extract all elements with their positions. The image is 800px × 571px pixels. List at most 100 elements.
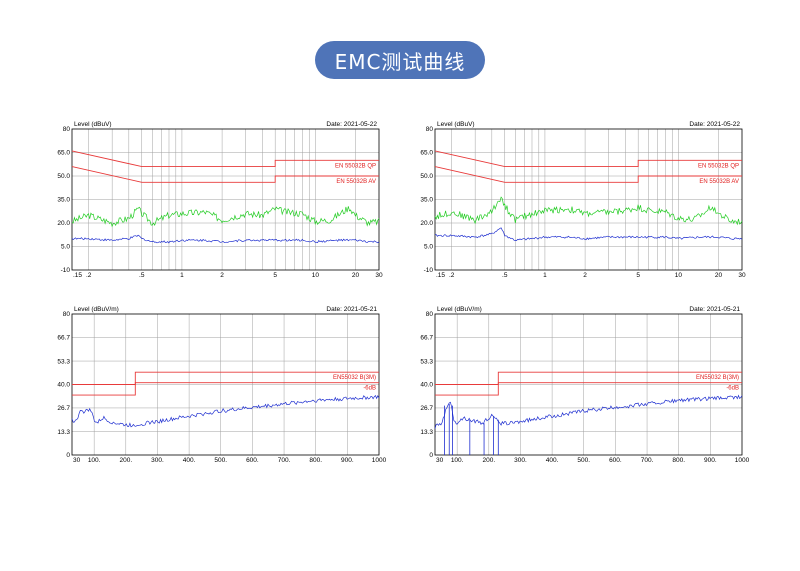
page-title: EMC测试曲线 [315, 41, 485, 79]
y-tick-label: 20.0 [420, 220, 433, 227]
plot-frame [71, 128, 380, 271]
x-tick-label: 5 [636, 272, 640, 279]
chart-date: Date: 2021-05-21 [326, 306, 377, 313]
limit-label: -6dB [726, 386, 739, 392]
x-tick-label: 400. [183, 457, 196, 464]
x-tick-label: 700. [641, 457, 654, 464]
y-axis-label: Level (dBuV) [74, 121, 112, 128]
x-tick-label: 10 [675, 272, 683, 279]
x-tick-label: .5 [139, 272, 145, 279]
x-tick-label: 2 [583, 272, 587, 279]
limit-label: EN55032 B(3M) [696, 375, 739, 381]
trace-av [71, 394, 380, 428]
chart-svg: Level (dBuV) Date: 2021-05-22 80 65.0 50.0 35… [57, 121, 383, 279]
y-tick-label: 13.3 [420, 429, 433, 436]
trace-qp [71, 206, 380, 228]
y-tick-label: 80 [63, 126, 71, 133]
trace-av [71, 234, 380, 244]
x-tick-label: 900. [704, 457, 717, 464]
y-tick-label: 13.3 [57, 429, 70, 436]
y-tick-label: 66.7 [57, 335, 70, 342]
y-tick-label: 20.0 [57, 220, 70, 227]
x-tick-label: 300. [151, 457, 164, 464]
x-tick-label: 2 [220, 272, 224, 279]
y-tick-label: 66.7 [420, 335, 433, 342]
y-tick-label: 0 [429, 452, 433, 459]
trace-av [434, 394, 743, 429]
x-tick-label: 400. [546, 457, 559, 464]
y-tick-label: 26.7 [57, 405, 70, 412]
x-tick-label: .2 [86, 272, 92, 279]
limit-label: EN 55032B QP [335, 163, 376, 169]
x-tick-label: 700. [278, 457, 291, 464]
x-tick-label: 30 [73, 457, 81, 464]
limit-line [71, 166, 379, 183]
x-tick-label: 1 [543, 272, 547, 279]
x-tick-label: 20 [352, 272, 360, 279]
y-tick-label: 53.3 [57, 358, 70, 365]
x-tick-label: 800. [309, 457, 322, 464]
y-tick-label: 50.0 [420, 173, 433, 180]
chart-svg: Level (dBuV) Date: 2021-05-22 80 65.0 50.0 35… [420, 121, 746, 279]
y-tick-label: 0 [66, 452, 70, 459]
y-tick-label: 50.0 [57, 173, 70, 180]
chart-conducted-2: Level (dBuV) Date: 2021-05-22 80 65.0 50.0 35… [397, 118, 746, 279]
x-tick-label: .2 [449, 272, 455, 279]
x-tick-label: .5 [502, 272, 508, 279]
limit-label: EN55032 B(3M) [333, 375, 376, 381]
x-tick-label: 30 [738, 272, 746, 279]
chart-radiated-2: Level (dBuV/m) Date: 2021-05-21 80 66.7 53.3… [397, 303, 749, 464]
y-tick-label: 5.0 [424, 244, 433, 251]
chart-date: Date: 2021-05-22 [689, 121, 740, 128]
chart-date: Date: 2021-05-22 [326, 121, 377, 128]
limit-line [435, 371, 742, 385]
y-tick-label: 65.0 [57, 150, 70, 157]
x-tick-label: 20 [715, 272, 723, 279]
chart-date: Date: 2021-05-21 [689, 306, 740, 313]
y-tick-label: 80 [426, 126, 434, 133]
y-tick-label: 53.3 [420, 358, 433, 365]
x-tick-label: 500. [214, 457, 227, 464]
x-tick-label: 100. [88, 457, 101, 464]
x-tick-label: 1 [180, 272, 184, 279]
trace-qp [434, 196, 743, 226]
y-tick-label: -10 [424, 267, 434, 274]
x-tick-label: 800. [672, 457, 685, 464]
limit-label: EN 55032B AV [699, 179, 739, 185]
x-tick-label: 30 [436, 457, 444, 464]
x-tick-label: 200. [119, 457, 132, 464]
limit-line [434, 150, 742, 168]
x-tick-label: 100. [451, 457, 464, 464]
x-tick-label: 600. [609, 457, 622, 464]
x-tick-label: 200. [482, 457, 495, 464]
x-tick-label: 900. [341, 457, 354, 464]
y-axis-label: Level (dBuV/m) [437, 306, 482, 313]
y-tick-label: 26.7 [420, 405, 433, 412]
y-axis-label: Level (dBuV/m) [74, 306, 119, 313]
plot-frame [434, 128, 743, 271]
x-tick-label: 600. [246, 457, 259, 464]
y-axis-label: Level (dBuV) [437, 121, 475, 128]
y-tick-label: 80 [63, 311, 71, 318]
limit-line [435, 382, 742, 396]
x-tick-label: 30 [375, 272, 383, 279]
y-tick-label: 35.0 [57, 197, 70, 204]
x-tick-label: 10 [312, 272, 320, 279]
limit-line [71, 150, 379, 168]
chart-radiated-1: Level (dBuV/m) Date: 2021-05-21 80 66.7 53.3… [34, 303, 386, 464]
limit-label: EN 55032B QP [698, 163, 739, 169]
chart-svg: Level (dBuV/m) Date: 2021-05-21 80 66.7 53.3… [57, 306, 386, 464]
y-tick-label: 40.0 [420, 382, 433, 389]
x-tick-label: 1000 [735, 457, 750, 464]
limit-line [434, 166, 742, 183]
limit-line [72, 382, 379, 396]
y-tick-label: 35.0 [420, 197, 433, 204]
x-tick-label: 500. [577, 457, 590, 464]
y-tick-label: 5.0 [61, 244, 70, 251]
limit-label: EN 55032B AV [336, 179, 376, 185]
y-tick-label: 80 [426, 311, 434, 318]
chart-svg: Level (dBuV/m) Date: 2021-05-21 80 66.7 53.3… [420, 306, 749, 464]
x-tick-label: .15 [436, 272, 445, 279]
trace-av [434, 227, 743, 241]
x-tick-label: 5 [273, 272, 277, 279]
